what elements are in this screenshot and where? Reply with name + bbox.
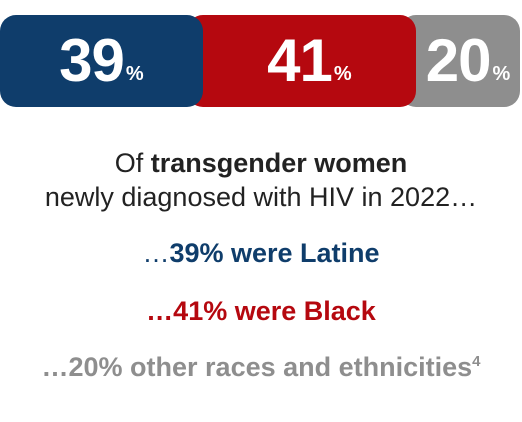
segment-value-other: 20 (425, 27, 492, 94)
stat-latine: …39% were Latine (0, 236, 522, 270)
segment-percent-sign-black: % (333, 62, 352, 85)
segment-value-latine: 39 (59, 27, 125, 94)
bar-segment-other: 20% (400, 15, 520, 107)
stat-other-text: …20% other races and ethnicities (41, 352, 473, 382)
segment-value-black: 41 (267, 27, 333, 94)
stat-latine-lead: … (142, 238, 170, 268)
stat-black: …41% were Black (0, 294, 522, 328)
stacked-bar: 39% 41% 20% (0, 15, 520, 107)
footnote-marker: 4 (472, 353, 481, 370)
stat-black-text: …41% were Black (146, 296, 376, 326)
headline-emphasis: transgender women (150, 148, 408, 178)
stat-latine-text: 39% were Latine (169, 238, 380, 268)
bar-segment-latine: 39% (0, 15, 203, 107)
headline-line2: newly diagnosed with HIV in 2022… (44, 182, 478, 212)
headline-prefix: Of (114, 148, 151, 178)
bar-segment-black: 41% (186, 15, 416, 107)
stat-other: …20% other races and ethnicities4 (0, 350, 522, 384)
segment-percent-sign-latine: % (125, 62, 144, 85)
headline: Of transgender women newly diagnosed wit… (0, 146, 522, 214)
segment-percent-sign-other: % (492, 62, 511, 85)
